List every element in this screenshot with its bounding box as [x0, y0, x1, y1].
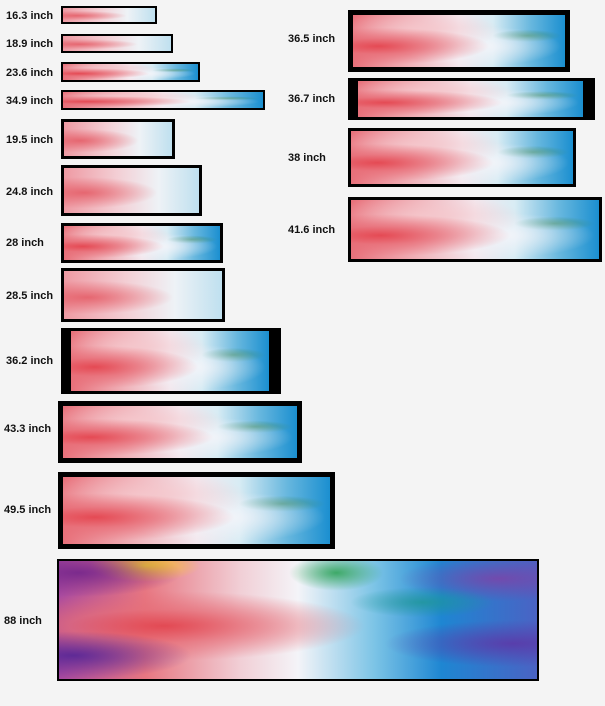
- display-preview: [61, 119, 175, 159]
- display-preview: [348, 10, 570, 72]
- size-label: 43.3 inch: [4, 423, 52, 435]
- display-preview: [61, 165, 202, 216]
- display-preview: [61, 223, 223, 263]
- display-preview: [348, 197, 602, 262]
- display-preview: [61, 90, 265, 110]
- size-label: 28.5 inch: [6, 290, 54, 302]
- size-label: 19.5 inch: [6, 134, 54, 146]
- display-preview: [61, 6, 157, 24]
- display-preview: [61, 268, 225, 322]
- size-label: 36.7 inch: [288, 93, 336, 105]
- size-label: 49.5 inch: [4, 504, 52, 516]
- size-label: 41.6 inch: [288, 224, 336, 236]
- display-preview: [348, 78, 595, 120]
- size-label: 34.9 inch: [6, 95, 54, 107]
- display-preview: [58, 401, 302, 463]
- display-preview: [348, 128, 576, 187]
- size-label: 16.3 inch: [6, 10, 54, 22]
- size-label: 28 inch: [6, 237, 44, 249]
- display-preview: [57, 559, 539, 681]
- display-preview: [61, 62, 200, 82]
- display-preview: [58, 472, 335, 549]
- size-label: 24.8 inch: [6, 186, 54, 198]
- size-label: 38 inch: [288, 152, 326, 164]
- size-label: 88 inch: [4, 615, 42, 627]
- display-preview: [61, 328, 281, 394]
- size-label: 36.2 inch: [6, 355, 54, 367]
- size-label: 36.5 inch: [288, 33, 336, 45]
- size-label: 18.9 inch: [6, 38, 54, 50]
- size-label: 23.6 inch: [6, 67, 54, 79]
- display-preview: [61, 34, 173, 53]
